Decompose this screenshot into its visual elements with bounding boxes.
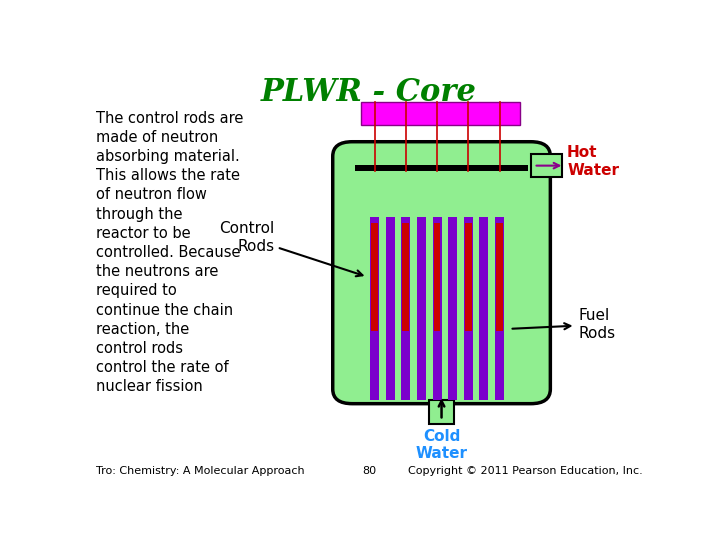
Bar: [361, 102, 520, 125]
Bar: [496, 223, 503, 331]
Bar: [433, 217, 441, 400]
Bar: [402, 223, 409, 331]
Bar: [495, 217, 504, 400]
Bar: [480, 217, 488, 400]
Bar: [531, 154, 562, 177]
Text: Hot
Water: Hot Water: [567, 145, 619, 178]
Text: Control
Rods: Control Rods: [219, 221, 362, 276]
Bar: [433, 223, 441, 331]
Text: Fuel
Rods: Fuel Rods: [513, 308, 616, 341]
Bar: [464, 217, 473, 400]
Bar: [465, 223, 472, 331]
Text: Cold
Water: Cold Water: [415, 429, 467, 461]
Text: PLWR - Core: PLWR - Core: [261, 77, 477, 109]
Bar: [449, 217, 457, 400]
Text: 80: 80: [362, 467, 376, 476]
Text: The control rods are
made of neutron
absorbing material.
This allows the rate
of: The control rods are made of neutron abs…: [96, 111, 243, 394]
Text: Copyright © 2011 Pearson Education, Inc.: Copyright © 2011 Pearson Education, Inc.: [408, 467, 642, 476]
Bar: [401, 217, 410, 400]
Bar: [386, 217, 395, 400]
Bar: [429, 400, 454, 424]
Bar: [370, 217, 379, 400]
Bar: [372, 223, 378, 331]
FancyBboxPatch shape: [333, 141, 550, 404]
Text: Tro: Chemistry: A Molecular Approach: Tro: Chemistry: A Molecular Approach: [96, 467, 305, 476]
Bar: [417, 217, 426, 400]
Bar: [355, 165, 528, 171]
